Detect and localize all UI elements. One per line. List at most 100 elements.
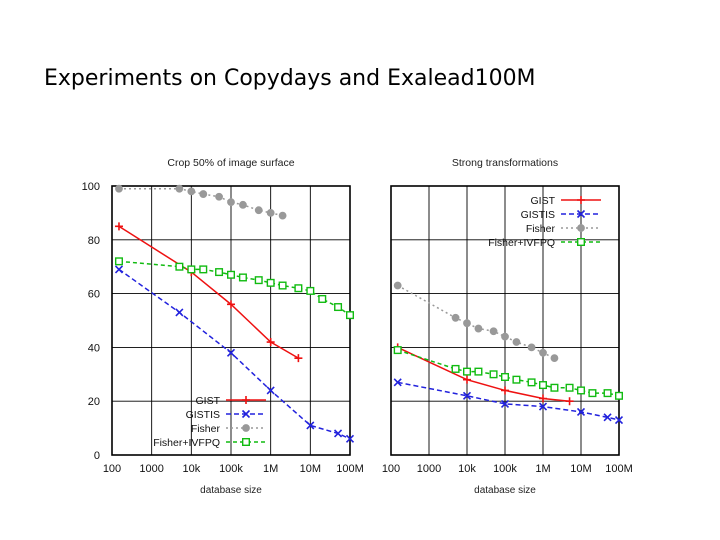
- data-point-gist: [227, 300, 235, 309]
- data-point-gist: [294, 354, 303, 363]
- legend-marker-gistis: [241, 409, 251, 419]
- x-tick-label: 1000: [139, 463, 163, 475]
- data-point-gistis: [500, 399, 510, 408]
- data-point-fisher: [393, 281, 402, 290]
- x-tick-label: 10k: [458, 463, 476, 475]
- data-point-fisher-ivfpq: [539, 381, 548, 390]
- data-point-fisher-ivfpq: [577, 386, 586, 395]
- data-point-fisher-ivfpq: [501, 372, 510, 381]
- data-point-fisher-ivfpq: [175, 262, 184, 271]
- data-point-fisher-ivfpq: [266, 278, 275, 287]
- legend-label: GISTIS: [521, 209, 555, 221]
- data-point-fisher-ivfpq: [451, 364, 460, 373]
- data-point-fisher-ivfpq: [187, 265, 196, 274]
- data-point-gistis: [345, 434, 355, 443]
- data-point-fisher-ivfpq: [306, 286, 315, 295]
- slide-title: Experiments on Copydays and Exalead100M: [44, 66, 536, 91]
- data-point-fisher-ivfpq: [334, 303, 343, 312]
- y-tick-label: 20: [88, 396, 100, 408]
- x-tick-label: 100: [103, 463, 121, 475]
- y-tick-label: 100: [82, 181, 100, 193]
- data-point-fisher: [451, 313, 460, 322]
- data-point-fisher: [550, 354, 559, 363]
- data-point-fisher-ivfpq: [603, 389, 612, 398]
- x-tick-label: 100: [382, 463, 400, 475]
- data-point-fisher-ivfpq: [615, 391, 624, 400]
- data-point-fisher-ivfpq: [238, 273, 247, 282]
- x-tick-label: 10k: [182, 463, 200, 475]
- chart-panel-2: Strong transformations 100 1000 10k 100k 1M 10…: [382, 157, 633, 496]
- legend-marker-gist: [577, 196, 585, 204]
- x-tick-label: 1M: [535, 463, 550, 475]
- data-point-gistis: [175, 308, 184, 317]
- data-point-gist: [565, 397, 574, 406]
- data-point-fisher: [539, 348, 547, 357]
- legend-marker-fisher: [577, 224, 585, 232]
- x-tick-label: 100M: [336, 463, 364, 475]
- data-point-fisher-ivfpq: [527, 378, 536, 387]
- x-tick-label: 1M: [263, 463, 278, 475]
- data-point-gist: [266, 338, 275, 347]
- data-point-gist: [463, 375, 471, 384]
- data-point-gistis: [114, 265, 124, 274]
- legend-label: Fisher: [526, 223, 556, 235]
- legend-marker-fisher-ivfpq: [241, 438, 250, 447]
- data-point-fisher-ivfpq: [463, 367, 472, 376]
- legend: GIST GISTIS Fisher Fisher+IVFPQ: [488, 195, 601, 249]
- data-point-fisher: [527, 343, 536, 352]
- data-point-fisher: [489, 327, 498, 336]
- data-point-fisher: [175, 184, 184, 193]
- legend-marker-fisher-ivfpq: [577, 237, 586, 246]
- data-point-fisher-ivfpq: [278, 281, 287, 290]
- data-point-gistis: [603, 413, 612, 422]
- data-point-fisher-ivfpq: [226, 270, 235, 279]
- data-point-fisher-ivfpq: [318, 294, 327, 303]
- data-point-gistis: [576, 407, 586, 417]
- y-tick-label: 60: [88, 289, 100, 301]
- data-point-fisher-ivfpq: [346, 311, 355, 320]
- data-point-fisher-ivfpq: [294, 284, 303, 293]
- data-point-fisher-ivfpq: [254, 276, 263, 285]
- x-tick-label: 10M: [300, 463, 321, 475]
- data-point-fisher: [187, 187, 196, 196]
- data-point-fisher: [266, 209, 275, 217]
- x-tick-label: 100k: [219, 463, 243, 475]
- data-point-gistis: [393, 378, 402, 387]
- x-tick-label: 10M: [570, 463, 591, 475]
- legend: GIST GISTIS Fisher Fisher+IVFPQ: [153, 395, 266, 449]
- data-point-fisher: [278, 211, 287, 220]
- data-point-fisher: [227, 198, 235, 207]
- data-point-fisher: [463, 319, 471, 328]
- legend-label: GIST: [530, 195, 555, 207]
- y-tick-label: 80: [88, 235, 100, 247]
- data-point-fisher: [115, 184, 123, 193]
- chart-title: Strong transformations: [452, 157, 558, 169]
- data-point-fisher-ivfpq: [550, 383, 559, 392]
- x-tick-label: 100k: [493, 463, 517, 475]
- y-tick-label: 0: [94, 450, 100, 462]
- data-point-fisher-ivfpq: [215, 268, 224, 277]
- data-point-fisher-ivfpq: [512, 375, 521, 384]
- data-point-gistis: [462, 391, 472, 400]
- data-point-fisher: [254, 206, 263, 215]
- data-point-fisher-ivfpq: [489, 370, 498, 379]
- data-point-gist: [114, 222, 123, 231]
- data-point-fisher-ivfpq: [588, 389, 597, 398]
- series-line-gist: [118, 225, 299, 359]
- legend-marker-gistis: [576, 209, 586, 219]
- legend-label: GIST: [195, 395, 220, 407]
- x-axis-label: database size: [200, 485, 262, 496]
- legend-marker-gist: [242, 396, 250, 404]
- data-point-fisher-ivfpq: [565, 383, 574, 392]
- legend-label: Fisher+IVFPQ: [153, 437, 220, 449]
- legend-label: GISTIS: [186, 409, 220, 421]
- data-point-gistis: [538, 402, 548, 411]
- x-tick-label: 100M: [605, 463, 633, 475]
- data-point-fisher-ivfpq: [199, 265, 208, 274]
- data-point-gistis: [226, 348, 236, 357]
- data-point-fisher-ivfpq: [114, 257, 123, 266]
- data-point-fisher: [474, 324, 483, 333]
- data-point-fisher-ivfpq: [393, 346, 402, 355]
